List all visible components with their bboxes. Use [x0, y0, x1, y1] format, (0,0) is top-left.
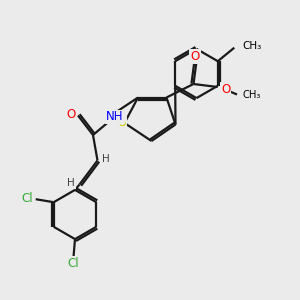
- Text: H: H: [67, 178, 75, 188]
- Text: O: O: [221, 83, 230, 96]
- Text: O: O: [190, 50, 200, 63]
- Text: Cl: Cl: [22, 192, 33, 205]
- Text: H: H: [102, 154, 110, 164]
- Text: S: S: [118, 116, 126, 130]
- Text: CH₃: CH₃: [243, 41, 262, 51]
- Text: NH: NH: [106, 110, 124, 124]
- Text: CH₃: CH₃: [242, 89, 261, 100]
- Text: Cl: Cl: [68, 256, 79, 270]
- Text: O: O: [67, 107, 76, 121]
